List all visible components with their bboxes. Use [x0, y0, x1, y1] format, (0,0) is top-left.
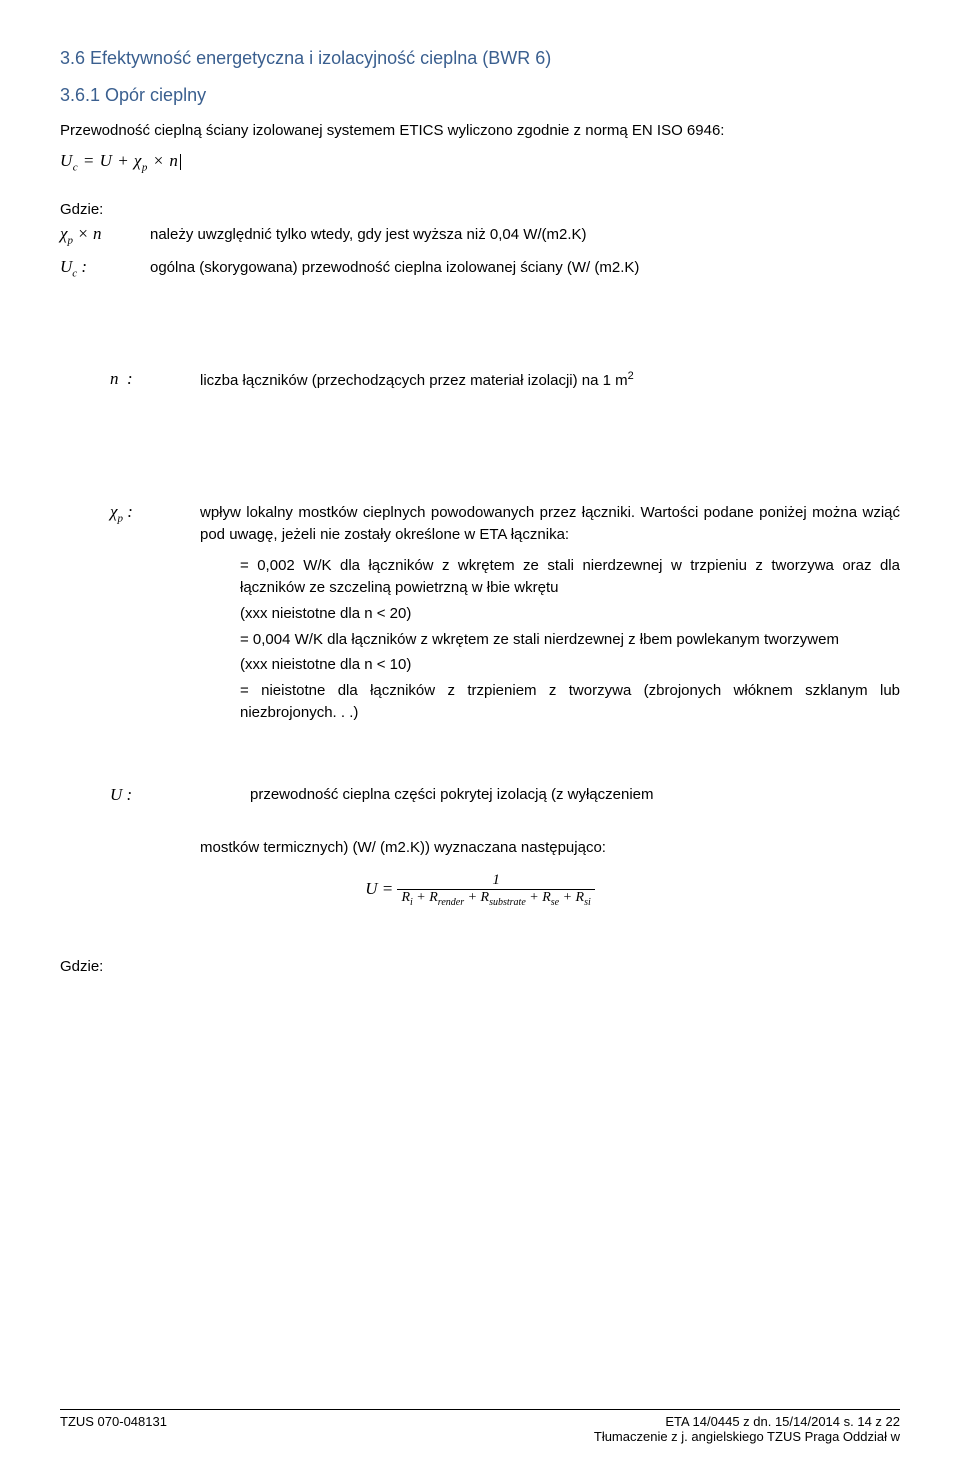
cursor-icon: [180, 154, 181, 170]
symbol-n: n :: [110, 369, 133, 388]
def-n-text: liczba łączników (przechodzących przez m…: [200, 369, 900, 392]
symbol-chi-n: χp × n: [60, 224, 101, 243]
u-description-2: mostków termicznych) (W/ (m2.K)) wyznacz…: [200, 839, 900, 856]
formula-u: U = 1 Ri + Rrender + Rsubstrate + Rse + …: [60, 872, 900, 908]
symbol-chi-p: χp :: [110, 502, 133, 521]
def-uc: Uc : ogólna (skorygowana) przewodność ci…: [60, 257, 900, 279]
def-chi-n-text: należy uwzględnić tylko wtedy, gdy jest …: [150, 224, 900, 246]
u-numerator: 1: [397, 872, 594, 890]
intro-paragraph: Przewodność cieplną ściany izolowanej sy…: [60, 120, 900, 141]
page-footer: TZUS 070-048131 ETA 14/0445 z dn. 15/14/…: [60, 1409, 900, 1444]
n-exponent: 2: [628, 370, 634, 382]
u-fraction: 1 Ri + Rrender + Rsubstrate + Rse + Rsi: [397, 872, 594, 908]
where-label: Gdzie:: [60, 201, 900, 218]
footer-right: ETA 14/0445 z dn. 15/14/2014 s. 14 z 22 …: [594, 1414, 900, 1444]
n-text-body: liczba łączników (przechodzących przez m…: [200, 372, 628, 389]
footer-right-line1: ETA 14/0445 z dn. 15/14/2014 s. 14 z 22: [594, 1414, 900, 1429]
def-uc-text: ogólna (skorygowana) przewodność cieplna…: [150, 257, 900, 279]
chi-value-3: = nieistotne dla łączników z trzpieniem …: [240, 680, 900, 724]
section-heading: 3.6 Efektywność energetyczna i izolacyjn…: [60, 48, 900, 69]
chi-values-list: = 0,002 W/K dla łączników z wkrętem ze s…: [240, 555, 900, 723]
where-label-bottom: Gdzie:: [60, 958, 900, 975]
chi-value-2: = 0,004 W/K dla łączników z wkrętem ze s…: [240, 629, 900, 651]
symbol-u: U :: [110, 785, 132, 804]
chi-note-2: (xxx nieistotne dla n < 10): [240, 654, 900, 676]
def-chi-n: χp × n należy uwzględnić tylko wtedy, gd…: [60, 224, 900, 246]
def-n: n : liczba łączników (przechodzących prz…: [60, 369, 900, 392]
chi-value-1: = 0,002 W/K dla łączników z wkrętem ze s…: [240, 555, 900, 599]
footer-left: TZUS 070-048131: [60, 1414, 167, 1444]
def-u: U : przewodność cieplna części pokrytej …: [60, 784, 900, 806]
u-description-1: przewodność cieplna części pokrytej izol…: [250, 784, 900, 806]
u-denominator: Ri + Rrender + Rsubstrate + Rse + Rsi: [397, 890, 594, 908]
symbol-uc: Uc :: [60, 257, 87, 276]
chi-description: wpływ lokalny mostków cieplnych powodowa…: [200, 502, 900, 546]
def-chi-p: χp : wpływ lokalny mostków cieplnych pow…: [60, 502, 900, 724]
footer-right-line2: Tłumaczenie z j. angielskiego TZUS Praga…: [594, 1429, 900, 1444]
u-lhs: U =: [365, 879, 393, 898]
subsection-heading: 3.6.1 Opór cieplny: [60, 85, 900, 106]
chi-note-1: (xxx nieistotne dla n < 20): [240, 603, 900, 625]
formula-uc: Uc = U + χp × n: [60, 151, 900, 173]
